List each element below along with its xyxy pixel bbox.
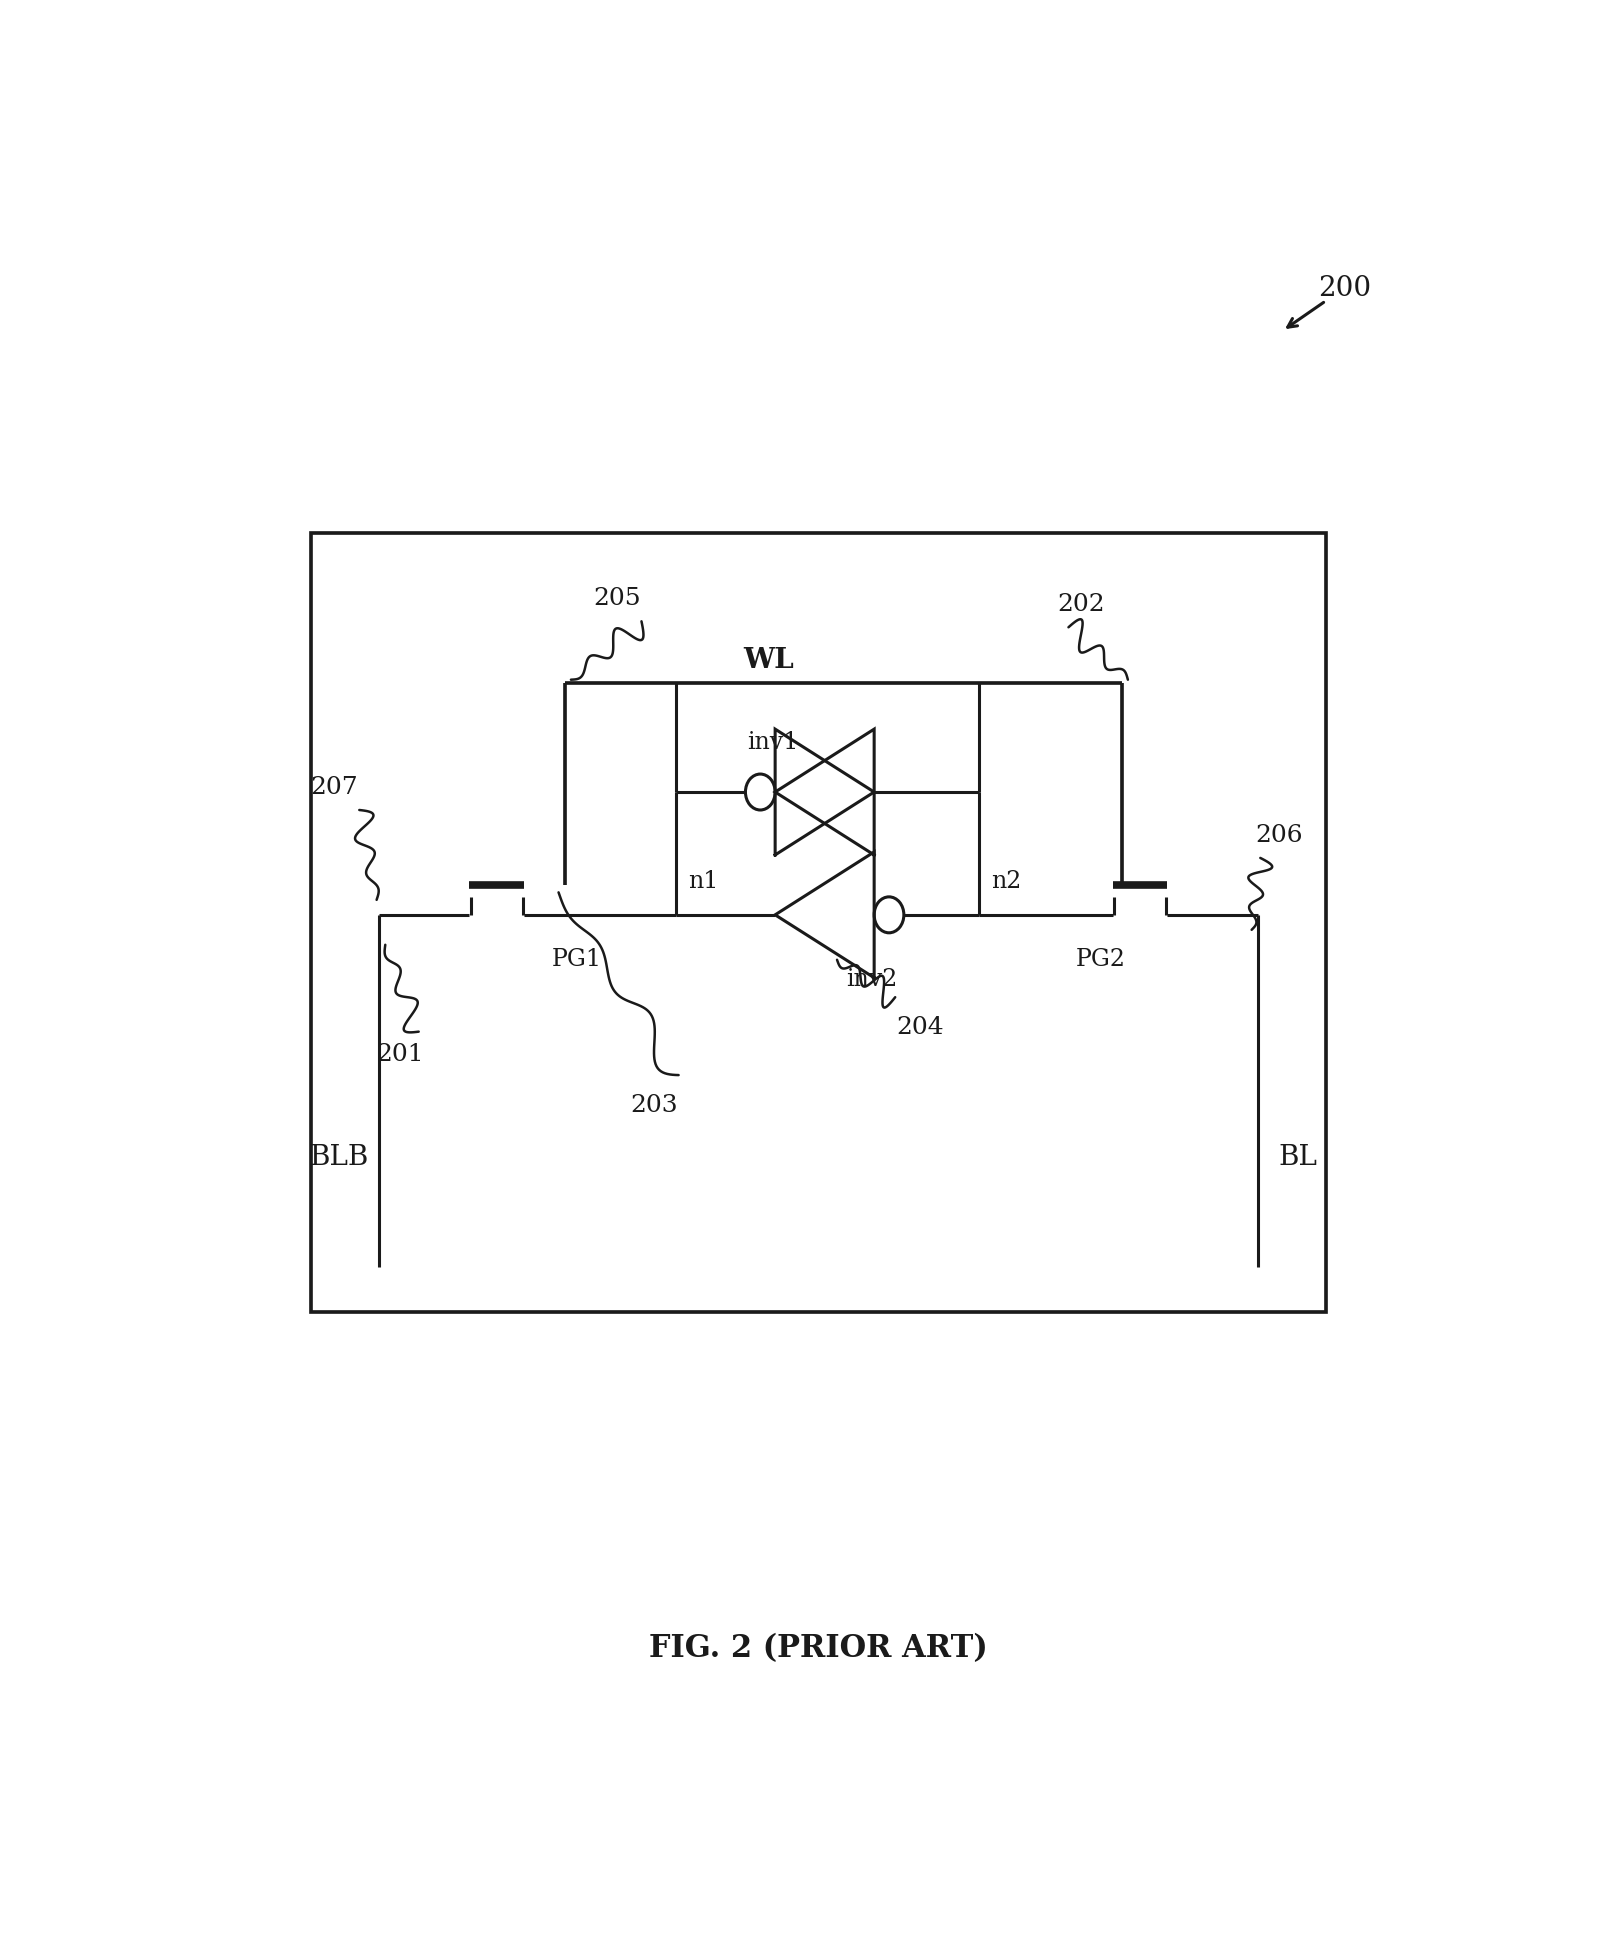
Text: 202: 202	[1057, 593, 1105, 617]
Text: 206: 206	[1255, 825, 1303, 846]
Text: 205: 205	[592, 587, 640, 611]
Text: inv2: inv2	[846, 969, 898, 990]
Text: 201: 201	[377, 1043, 423, 1066]
Bar	[311, 533, 1326, 1311]
Text: BLB: BLB	[310, 1144, 369, 1171]
Text: inv1: inv1	[747, 731, 798, 755]
Text: 204: 204	[896, 1015, 944, 1039]
Text: WL: WL	[744, 648, 794, 673]
Text: 203: 203	[631, 1093, 677, 1116]
Text: 207: 207	[311, 776, 358, 799]
Text: PG1: PG1	[553, 949, 602, 971]
Text: n2: n2	[992, 869, 1022, 893]
Text: PG2: PG2	[1076, 949, 1126, 971]
Text: FIG. 2 (PRIOR ART): FIG. 2 (PRIOR ART)	[648, 1634, 989, 1665]
Text: BL: BL	[1278, 1144, 1318, 1171]
Text: 200: 200	[1318, 276, 1372, 301]
Text: n1: n1	[688, 869, 719, 893]
